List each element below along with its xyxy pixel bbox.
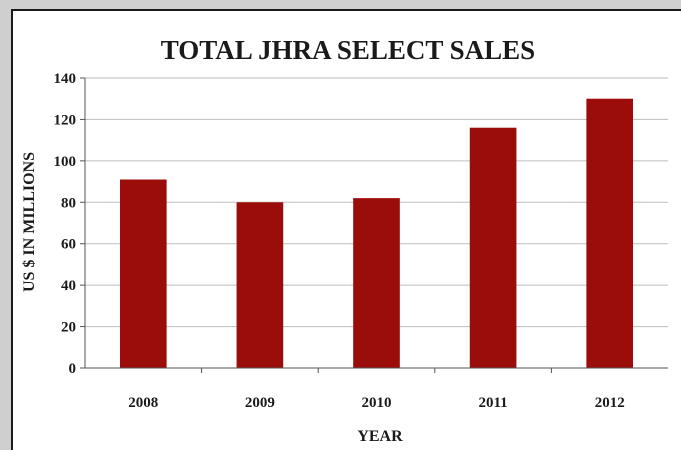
x-tick-labels: 2008 2009 2010 2011 2012 — [128, 395, 624, 411]
y-axis-label: US $ IN MILLIONS — [21, 152, 38, 292]
x-tick-label: 2012 — [595, 395, 625, 411]
chart-title: TOTAL JHRA SELECT SALES — [161, 35, 535, 65]
y-tick-label: 100 — [54, 154, 77, 170]
x-tick-label: 2011 — [479, 395, 508, 411]
axes — [84, 78, 668, 373]
bar-2008 — [119, 179, 167, 368]
x-tick-label: 2008 — [128, 395, 158, 411]
y-tick-label: 80 — [61, 195, 76, 211]
y-tick-label: 40 — [61, 278, 76, 294]
y-tick-label: 20 — [61, 320, 76, 336]
bar-2010 — [353, 198, 400, 368]
y-tick-labels: 0 20 40 60 80 100 120 140 — [54, 71, 77, 377]
x-tick-label: 2010 — [362, 395, 392, 411]
bars — [119, 98, 634, 368]
y-tick-label: 120 — [54, 112, 77, 128]
y-tick-label: 140 — [54, 71, 77, 87]
bar-2011 — [469, 127, 517, 368]
x-axis-label: YEAR — [357, 428, 403, 445]
bar-2012 — [586, 98, 634, 368]
bar-2009 — [236, 202, 284, 368]
y-tick-label: 0 — [69, 361, 77, 377]
x-tick-label: 2009 — [245, 395, 275, 411]
y-tick-label: 60 — [61, 237, 76, 253]
chart-border — [11, 9, 681, 450]
